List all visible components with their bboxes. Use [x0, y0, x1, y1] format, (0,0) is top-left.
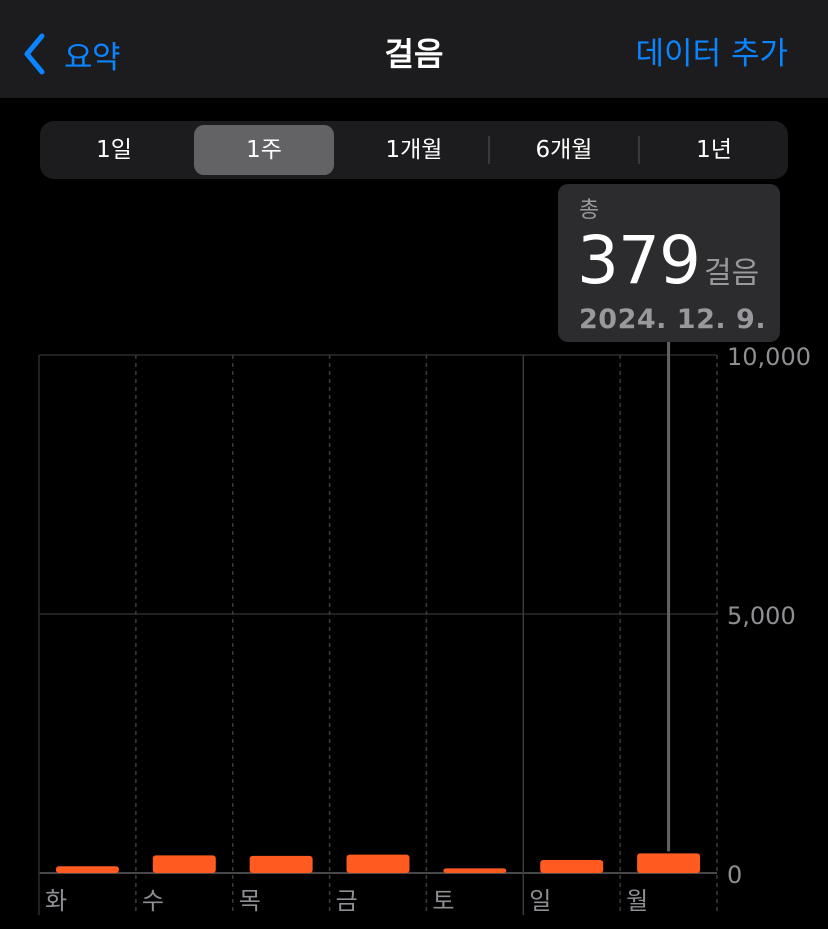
- time-range-segmented-control: 1일 1주 1개월 6개월 1년: [40, 121, 788, 179]
- selection-tooltip: 총 379 걸음 2024. 12. 9.: [558, 184, 780, 342]
- y-tick-label: 0: [727, 861, 742, 889]
- segment-1-week[interactable]: 1주: [194, 125, 334, 175]
- segment-1-year[interactable]: 1년: [696, 137, 732, 163]
- tooltip-date: 2024. 12. 9.: [579, 304, 767, 335]
- segment-divider: [638, 136, 640, 164]
- tooltip-value-row: 379 걸음: [577, 222, 759, 299]
- x-tick-label: 수: [142, 887, 164, 915]
- bar-5: [540, 860, 604, 873]
- tooltip-unit: 걸음: [703, 256, 760, 291]
- segment-1-month[interactable]: 1개월: [385, 137, 443, 163]
- x-tick-label: 일: [529, 887, 551, 915]
- y-tick-label: 10,000: [727, 343, 811, 371]
- bar-0: [55, 866, 119, 873]
- x-tick-label: 월: [626, 887, 648, 915]
- tooltip-total-label: 총: [579, 198, 600, 223]
- bar-1: [152, 855, 216, 873]
- x-tick-label: 목: [239, 887, 261, 915]
- tooltip-value: 379: [577, 222, 701, 299]
- segment-6-months[interactable]: 6개월: [535, 137, 593, 163]
- chevron-left-icon: [24, 33, 45, 75]
- add-data-button[interactable]: 데이터 추가: [635, 36, 788, 72]
- x-tick-label: 금: [336, 887, 358, 915]
- y-tick-label: 5,000: [727, 602, 796, 630]
- bar-6: [637, 853, 701, 873]
- x-tick-label: 토: [432, 887, 454, 915]
- back-button-label: 요약: [64, 39, 121, 76]
- bar-2: [249, 855, 313, 873]
- navigation-bar: 요약 걸음 데이터 추가: [0, 0, 828, 98]
- x-tick-label: 화: [45, 887, 67, 915]
- bar-4: [443, 868, 507, 873]
- bar-3: [346, 854, 410, 873]
- segment-1-day[interactable]: 1일: [96, 137, 132, 163]
- back-button[interactable]: 요약: [22, 30, 121, 78]
- segment-divider: [488, 136, 490, 164]
